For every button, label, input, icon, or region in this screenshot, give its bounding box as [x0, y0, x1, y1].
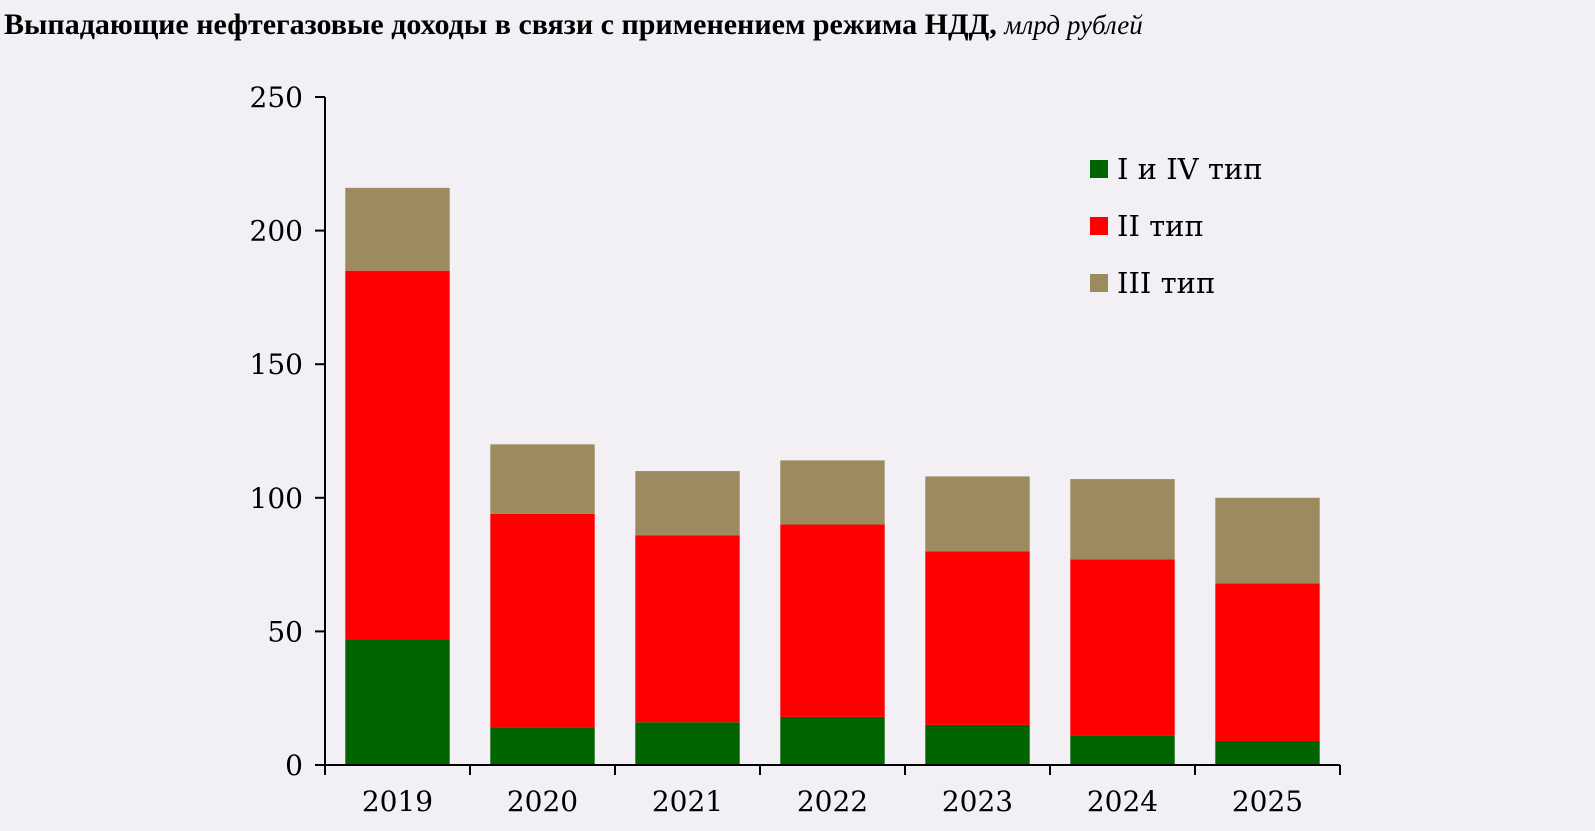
legend-label: III тип: [1117, 266, 1215, 300]
legend-swatch-1: [1090, 217, 1108, 235]
y-tick-label: 200: [250, 215, 303, 248]
bar-2025-series-2: [1215, 497, 1320, 584]
x-tick-label: 2022: [797, 785, 868, 818]
bars-layer: [345, 187, 1320, 765]
chart-title-text: Выпадающие нефтегазовые доходы в связи с…: [4, 8, 997, 41]
bar-2023-series-2: [925, 476, 1030, 552]
bar-2025-series-0: [1215, 740, 1320, 765]
bar-2022-series-0: [780, 716, 885, 765]
bar-2019-series-2: [345, 187, 450, 271]
y-tick-label: 0: [285, 749, 303, 782]
bar-2019-series-0: [345, 639, 450, 765]
y-tick-label: 250: [250, 81, 303, 114]
bar-2022-series-2: [780, 460, 885, 525]
bar-2023-series-1: [925, 551, 1030, 725]
legend-swatch-0: [1090, 160, 1108, 178]
bar-2021-series-0: [635, 722, 740, 765]
legend-label: I и IV тип: [1117, 152, 1263, 186]
bar-2020-series-0: [490, 727, 595, 765]
axis-layer: 0 50 100 150 200 250 2019 2020 2021 2022 2023 2024 2…: [250, 81, 1341, 818]
bar-2022-series-1: [780, 524, 885, 717]
bar-2020-series-1: [490, 513, 595, 728]
y-tick-label: 150: [250, 348, 303, 381]
chart-unit: млрд рублей: [1004, 10, 1143, 40]
bar-2021-series-2: [635, 471, 740, 536]
bar-2025-series-1: [1215, 583, 1320, 741]
bar-2024-series-1: [1070, 559, 1175, 736]
x-tick-label: 2025: [1232, 785, 1303, 818]
x-tick-label: 2023: [942, 785, 1013, 818]
x-tick-label: 2024: [1087, 785, 1158, 818]
legend: I и IV тип II тип III тип: [1090, 152, 1263, 300]
bar-2019-series-1: [345, 270, 450, 640]
x-tick-label: 2019: [362, 785, 433, 818]
x-tick-label: 2020: [507, 785, 578, 818]
bar-2021-series-1: [635, 535, 740, 723]
chart-title: Выпадающие нефтегазовые доходы в связи с…: [4, 8, 1594, 42]
bar-2024-series-0: [1070, 735, 1175, 765]
bar-2020-series-2: [490, 444, 595, 514]
y-tick-label: 50: [267, 615, 303, 648]
y-tick-label: 100: [250, 482, 303, 515]
legend-swatch-2: [1090, 274, 1108, 292]
bar-2023-series-0: [925, 724, 1030, 765]
bar-2024-series-2: [1070, 479, 1175, 560]
x-tick-label: 2021: [652, 785, 723, 818]
legend-label: II тип: [1117, 209, 1204, 243]
